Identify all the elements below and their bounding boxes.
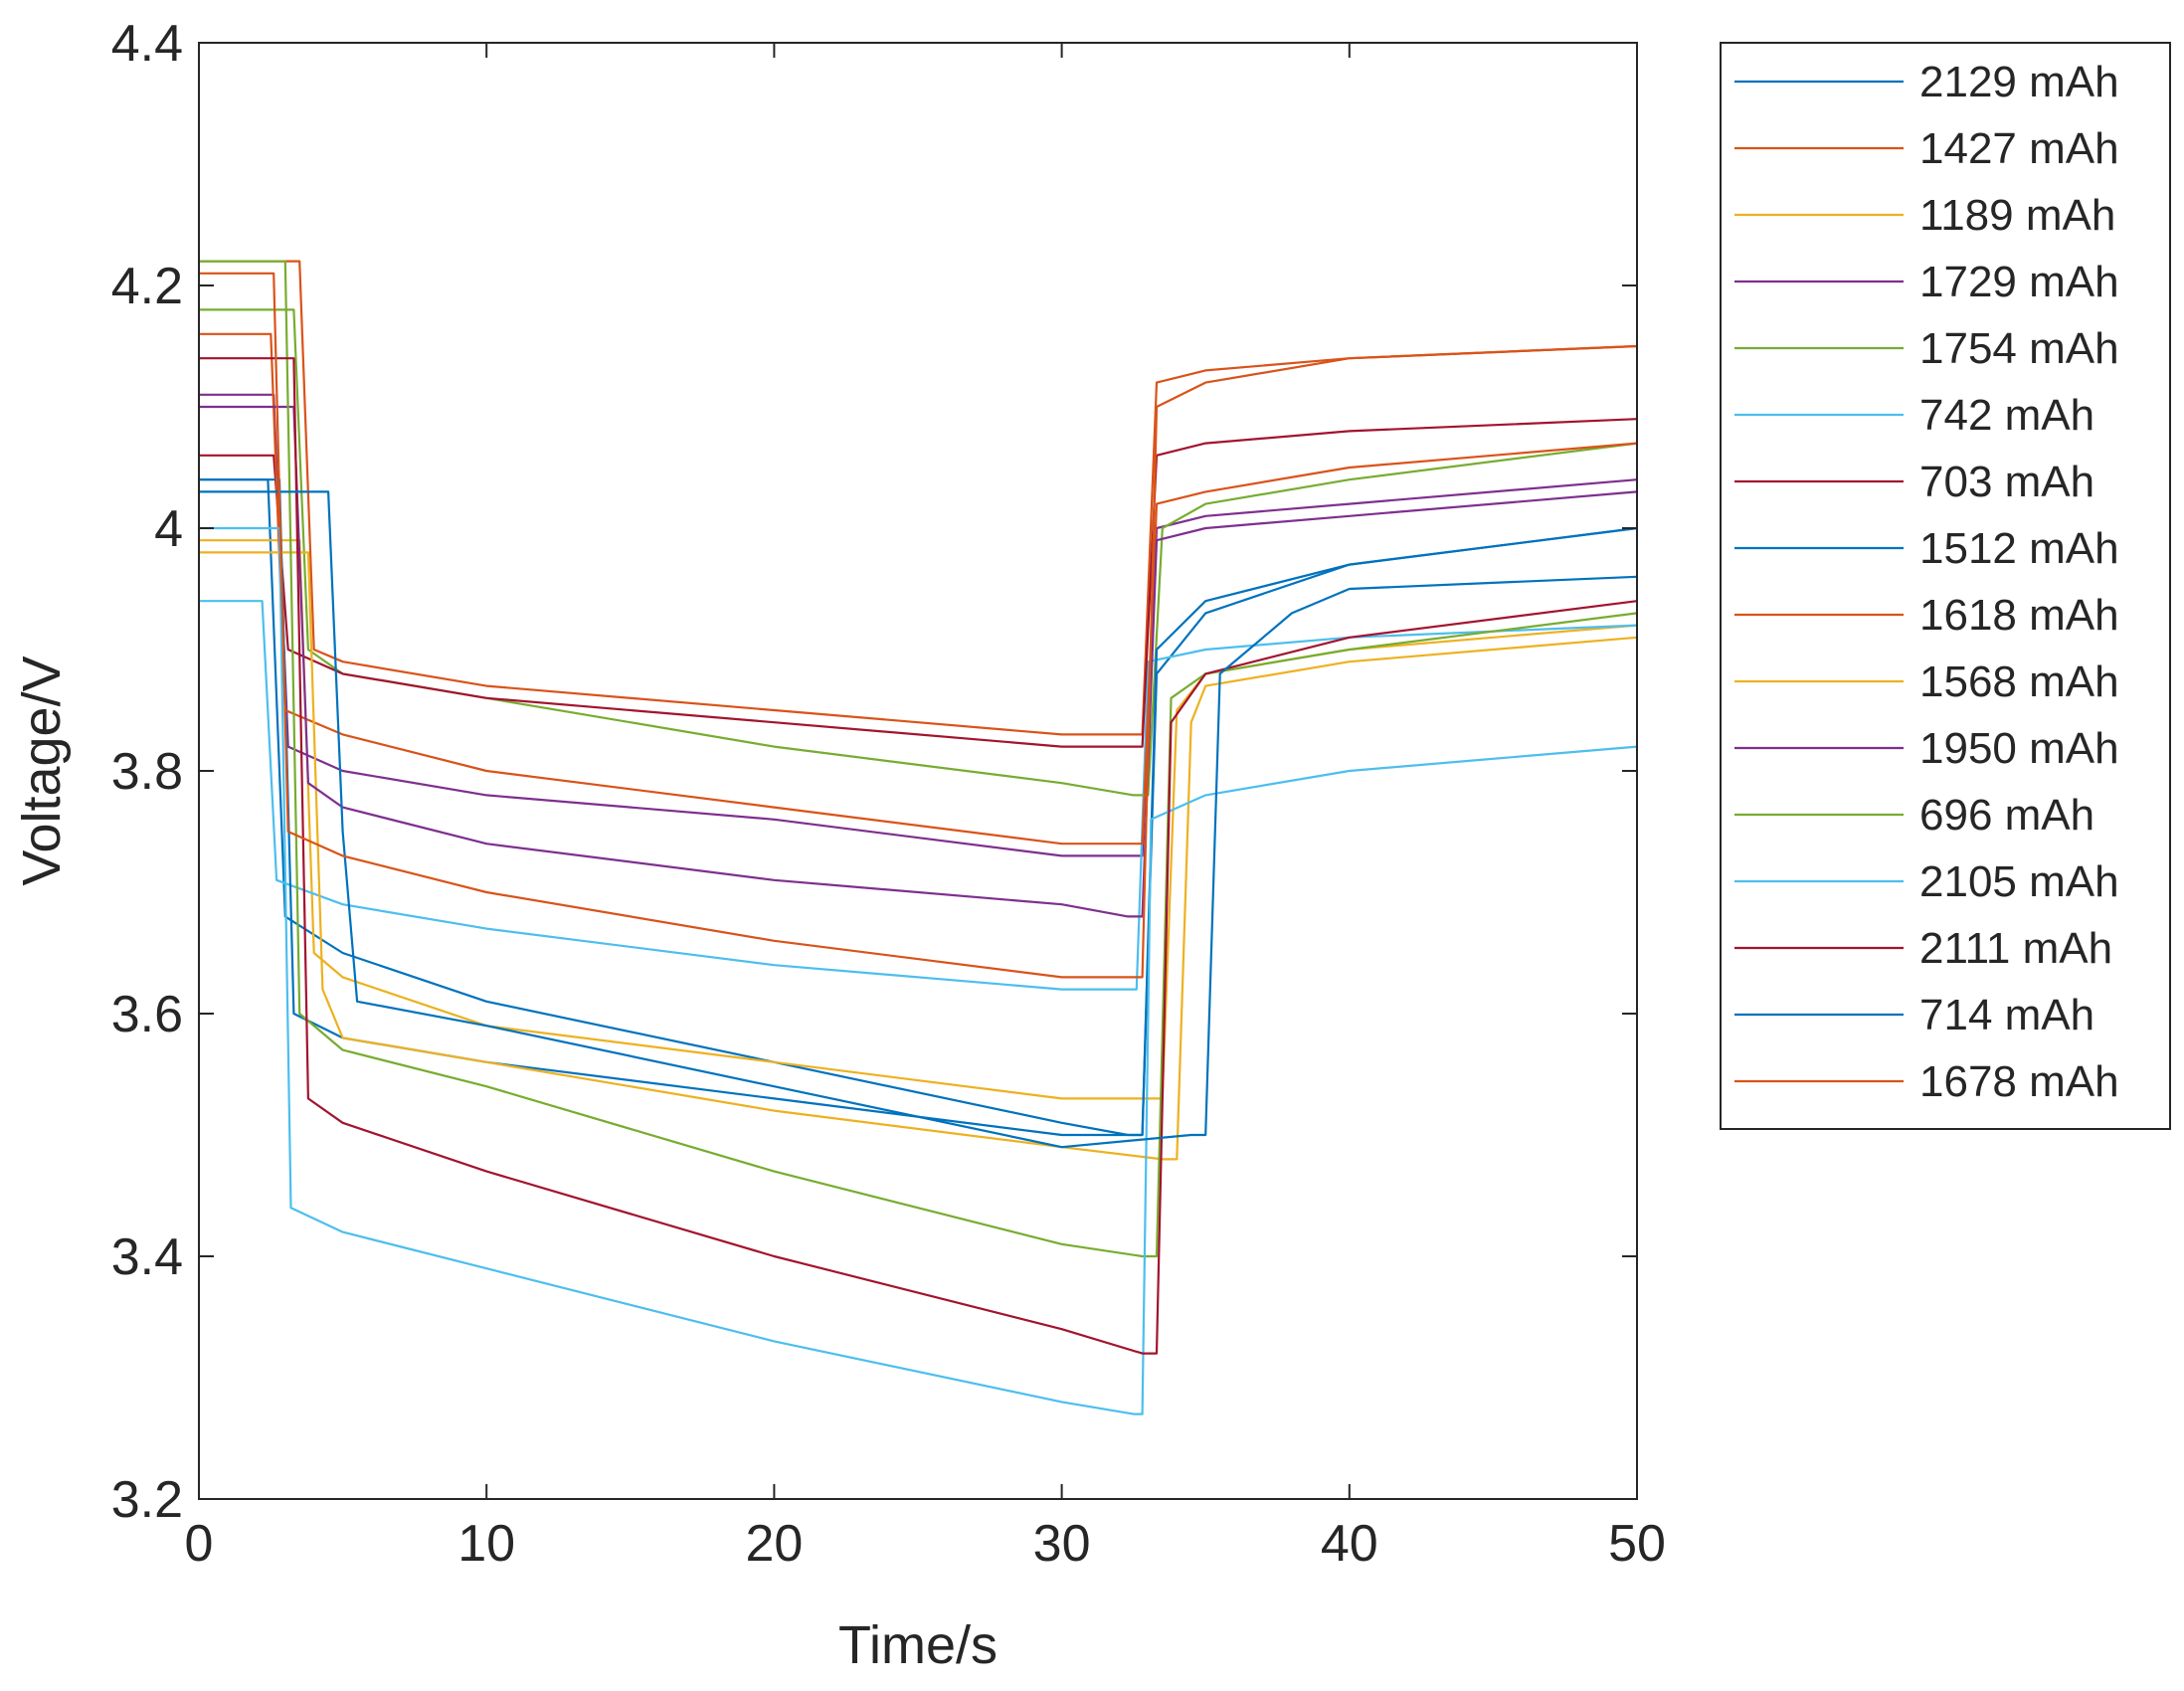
legend-label: 696 mAh	[1919, 791, 2094, 840]
legend-label: 1427 mAh	[1919, 124, 2119, 173]
x-tick-label: 50	[1608, 1515, 1666, 1573]
axes-box	[198, 42, 1638, 1500]
series-line-13	[199, 526, 1638, 1415]
legend-label: 1754 mAh	[1919, 324, 2119, 373]
series-line-14	[199, 357, 1638, 1355]
legend-label: 2105 mAh	[1919, 857, 2119, 906]
tick-layer: 0 10 20 30 40 50 3.2 3.4 3.6 3.8 4 4.2 4.4	[111, 15, 1666, 1573]
y-tick-label: 3.8	[111, 743, 183, 801]
x-axis-label: Time/s	[838, 1615, 998, 1675]
legend-label: 2129 mAh	[1919, 58, 2119, 106]
series-line-12	[199, 260, 1638, 1258]
legend-label: 1189 mAh	[1919, 191, 2115, 240]
legend-label: 1678 mAh	[1919, 1057, 2119, 1106]
legend-label: 742 mAh	[1919, 391, 2094, 440]
y-tick-label: 3.6	[111, 986, 183, 1043]
series-line-6	[199, 600, 1638, 991]
series-line-5	[199, 308, 1638, 797]
y-axis-label: Voltage/V	[12, 656, 72, 885]
legend-label: 714 mAh	[1919, 991, 2094, 1039]
series-line-1	[199, 478, 1638, 1137]
x-tick-label: 20	[745, 1515, 803, 1573]
legend-label: 1950 mAh	[1919, 724, 2119, 773]
legend-label: 1512 mAh	[1919, 524, 2119, 573]
y-tick-label: 3.2	[111, 1471, 183, 1529]
series-line-16	[199, 272, 1638, 979]
series-layer	[199, 260, 1638, 1415]
series-line-3	[199, 539, 1638, 1100]
x-tick-label: 40	[1321, 1515, 1378, 1573]
series-line-2	[199, 260, 1638, 736]
legend-label: 2111 mAh	[1919, 924, 2112, 973]
series-line-7	[199, 418, 1638, 748]
series-line-4	[199, 393, 1638, 857]
series-line-11	[199, 405, 1638, 918]
series-line-8	[199, 478, 1638, 1137]
y-tick-label: 4.2	[111, 258, 183, 315]
legend-label: 1729 mAh	[1919, 258, 2119, 306]
y-tick-label: 3.4	[111, 1228, 183, 1286]
legend-label: 703 mAh	[1919, 458, 2094, 506]
legend-label: 1618 mAh	[1919, 591, 2119, 640]
x-tick-label: 30	[1033, 1515, 1091, 1573]
x-tick-label: 0	[185, 1515, 214, 1573]
y-tick-label: 4	[154, 500, 183, 558]
series-line-15	[199, 490, 1638, 1149]
y-tick-label: 4.4	[111, 15, 183, 73]
legend-label: 1568 mAh	[1919, 658, 2119, 706]
legend: 2129 mAh 1427 mAh 1189 mAh 1729 mAh 1754 mAh…	[1720, 42, 2171, 1130]
series-line-9	[199, 332, 1638, 846]
x-tick-label: 10	[457, 1515, 515, 1573]
